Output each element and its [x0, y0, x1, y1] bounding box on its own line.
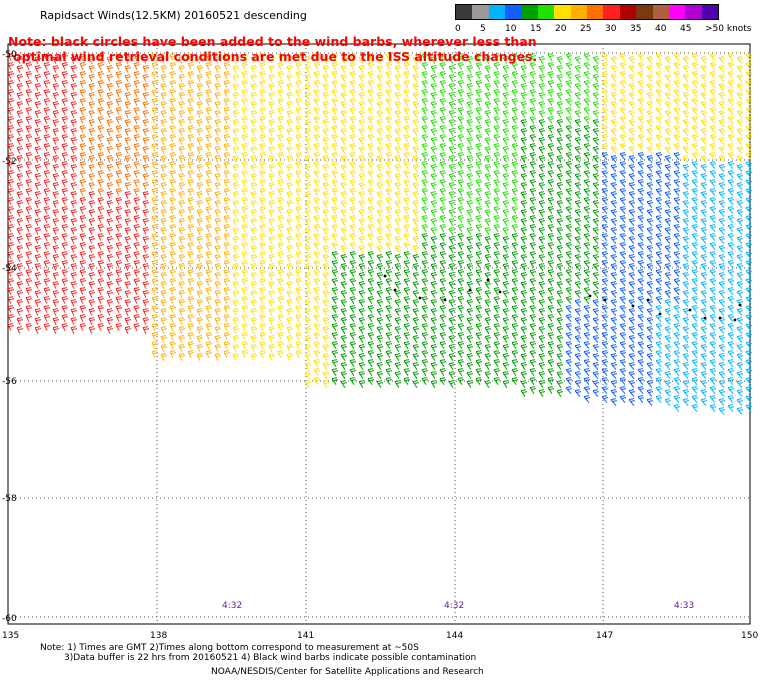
legend-swatch [701, 5, 718, 19]
legend-swatch [505, 5, 522, 19]
lat-label: -60 [2, 614, 17, 624]
legend-label: 35 [630, 24, 642, 34]
contamination-note: Note: black circles have been added to t… [8, 34, 537, 64]
lon-label: 147 [596, 631, 614, 641]
lon-label: 144 [446, 631, 464, 641]
legend-swatch [636, 5, 653, 19]
note-line-2: optimal wind retrieval conditions are me… [13, 49, 538, 64]
pass-time-label: 4:32 [444, 601, 465, 611]
legend-swatch [685, 5, 702, 19]
legend-label: 45 [680, 24, 692, 34]
legend-swatch [587, 5, 604, 19]
lon-label: 141 [297, 631, 315, 641]
map-frame [7, 43, 751, 625]
legend-color-bar [455, 4, 719, 20]
legend-label: 40 [655, 24, 667, 34]
legend-swatch [603, 5, 620, 19]
lon-label: 150 [741, 631, 759, 641]
legend-label: 10 [505, 24, 517, 34]
legend-label: 30 [605, 24, 617, 34]
pass-time-label: 4:32 [222, 601, 243, 611]
legend-swatch [521, 5, 538, 19]
legend-swatch [488, 5, 506, 19]
note-line-1: Note: black circles have been added to t… [8, 34, 537, 49]
footnote-line-1: Note: 1) Times are GMT 2)Times along bot… [40, 643, 419, 653]
wind-speed-legend: 0 5 10 15 20 25 30 35 40 45 >50 knots [455, 4, 760, 36]
lat-label: -50 [2, 50, 17, 60]
legend-swatch [456, 5, 473, 19]
legend-label: 5 [480, 24, 486, 34]
legend-swatch [570, 5, 587, 19]
lat-label: -54 [2, 264, 17, 274]
legend-swatch [537, 5, 555, 19]
credit-line: NOAA/NESDIS/Center for Satellite Applica… [211, 667, 484, 677]
legend-label: >50 knots [705, 24, 752, 34]
map-title: Rapidsact Winds(12.5KM) 20160521 descend… [40, 9, 307, 22]
legend-swatch [619, 5, 637, 19]
legend-swatch [472, 5, 489, 19]
lat-label: -58 [2, 494, 17, 504]
legend-label: 25 [580, 24, 592, 34]
legend-labels: 0 5 10 15 20 25 30 35 40 45 >50 knots [455, 20, 760, 36]
legend-label: 0 [455, 24, 461, 34]
legend-swatch [668, 5, 686, 19]
legend-label: 20 [555, 24, 567, 34]
legend-label: 15 [530, 24, 542, 34]
lat-label: -52 [2, 157, 17, 167]
legend-swatch [652, 5, 669, 19]
wind-barbs [7, 53, 753, 415]
lon-label: 135 [2, 631, 20, 641]
lon-label: 138 [150, 631, 168, 641]
lat-label: -56 [2, 377, 17, 387]
footnote-line-2: 3)Data buffer is 22 hrs from 20160521 4)… [64, 653, 477, 663]
pass-time-label: 4:33 [674, 601, 695, 611]
legend-swatch [554, 5, 571, 19]
